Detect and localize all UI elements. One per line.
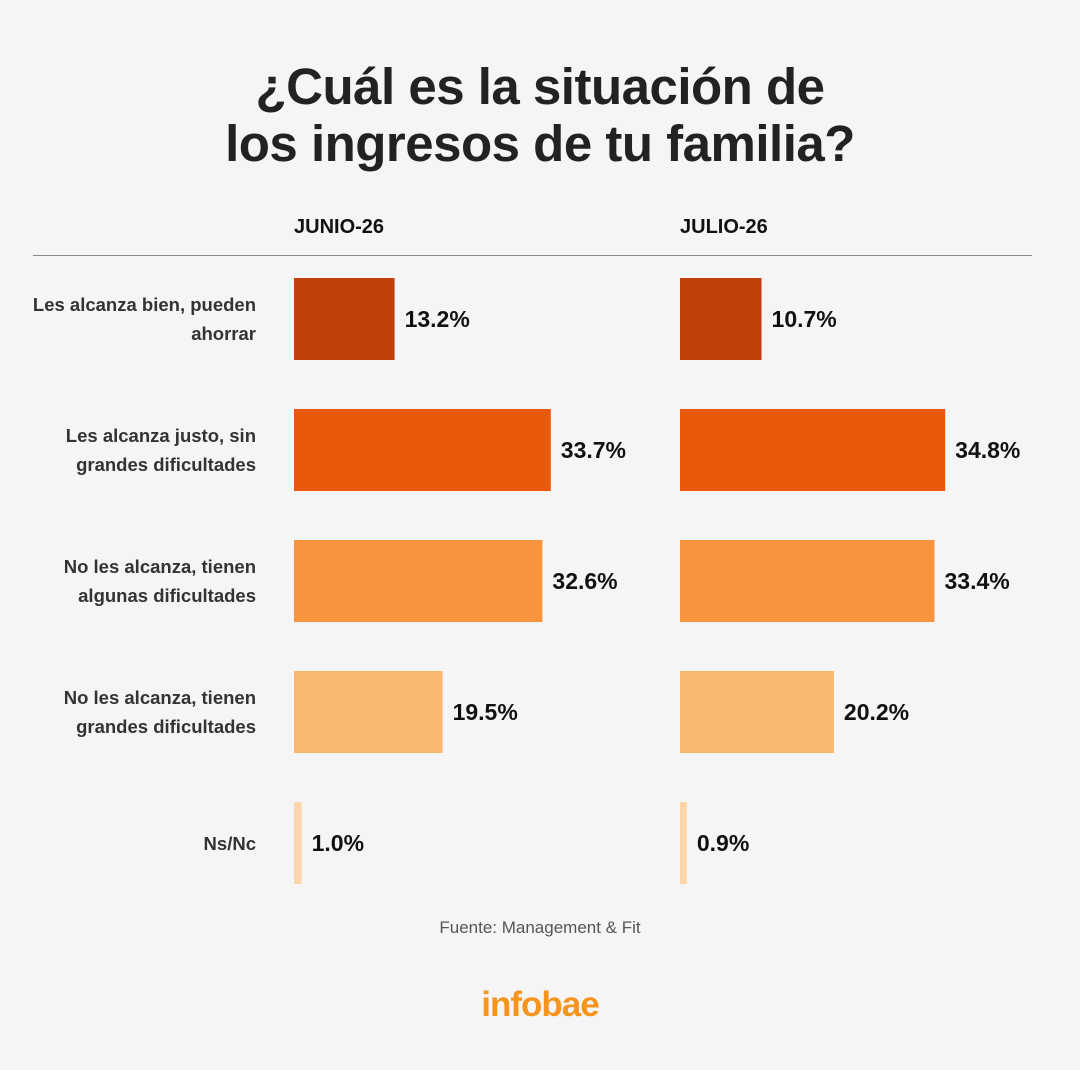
bar-value-label: 20.2% (844, 699, 909, 725)
category-label: Ns/Nc (0, 829, 256, 858)
category-label-line: algunas dificultades (78, 585, 256, 606)
column-header-julio: JULIO-26 (680, 216, 768, 238)
bar-value-label: 33.4% (945, 568, 1010, 594)
bar-junio (294, 540, 543, 622)
bar-value-label: 10.7% (772, 306, 837, 332)
source-note: Fuente: Management & Fit (439, 918, 641, 937)
infobae-logo: infobae (481, 985, 599, 1024)
category-label-line: grandes dificultades (76, 454, 256, 475)
bar-junio (294, 278, 395, 360)
bar-value-label: 1.0% (312, 830, 364, 856)
category-label: No les alcanza, tienen algunas dificultad… (0, 552, 256, 610)
category-label-line: ahorrar (191, 323, 256, 344)
bar-julio (680, 540, 935, 622)
bar-julio (680, 671, 834, 753)
category-label: No les alcanza, tienen grandes dificultad… (0, 683, 256, 741)
bar-junio (294, 409, 551, 491)
chart-title-line-1: ¿Cuál es la situación de (255, 58, 826, 115)
chart-title: ¿Cuál es la situación de los ingresos de… (0, 58, 1080, 172)
bar-value-label: 19.5% (453, 699, 518, 725)
category-label-line: Les alcanza justo, sin (65, 425, 256, 446)
bar-julio (680, 409, 946, 491)
bar-julio (680, 278, 762, 360)
category-label-line: Ns/Nc (203, 832, 256, 854)
bar-junio (294, 802, 302, 884)
bar-value-label: 34.8% (955, 437, 1020, 463)
category-label-line: Les alcanza bien, pueden (32, 294, 256, 315)
category-label-line: No les alcanza, tienen (63, 687, 256, 708)
bar-julio (680, 802, 687, 884)
bar-value-label: 33.7% (561, 437, 626, 463)
header-divider (33, 255, 1032, 256)
category-label: Les alcanza justo, sin grandes dificultad… (0, 421, 256, 479)
category-label: Les alcanza bien, pueden ahorrar (0, 290, 256, 348)
bar-value-label: 32.6% (552, 568, 617, 594)
chart-title-line-2: los ingresos de tu familia? (225, 115, 855, 172)
bar-value-label: 0.9% (697, 830, 749, 856)
bar-junio (294, 671, 443, 753)
column-header-junio: JUNIO-26 (294, 216, 385, 238)
category-label-line: grandes dificultades (76, 716, 256, 737)
category-label-line: No les alcanza, tienen (63, 556, 256, 577)
bar-value-label: 13.2% (405, 306, 470, 332)
